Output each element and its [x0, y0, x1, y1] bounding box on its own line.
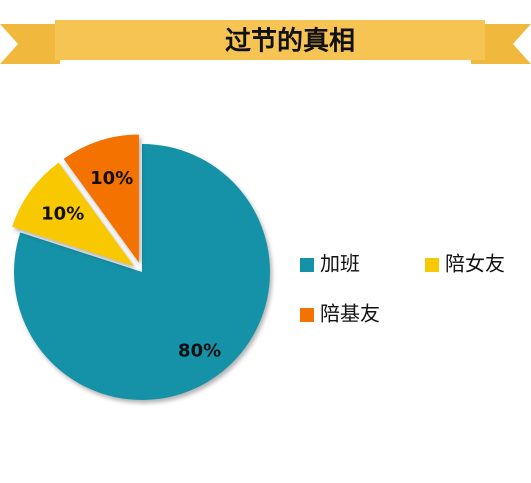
data-label: 80%	[178, 340, 221, 361]
chart-title: 过节的真相	[225, 26, 355, 57]
legend-swatch	[300, 258, 314, 272]
data-label: 10%	[90, 168, 133, 189]
ribbon-right	[471, 24, 531, 64]
pie-slice	[14, 144, 270, 400]
pie-slice	[12, 162, 134, 267]
ribbon-left	[0, 24, 60, 64]
data-label: 10%	[41, 203, 84, 224]
legend-label: 加班	[320, 252, 360, 276]
banner	[55, 20, 485, 60]
legend-swatch	[425, 258, 439, 272]
legend-label: 陪女友	[445, 252, 505, 276]
legend-swatch	[300, 308, 314, 322]
legend-label: 陪基友	[320, 302, 380, 326]
pie-slice	[63, 134, 139, 263]
